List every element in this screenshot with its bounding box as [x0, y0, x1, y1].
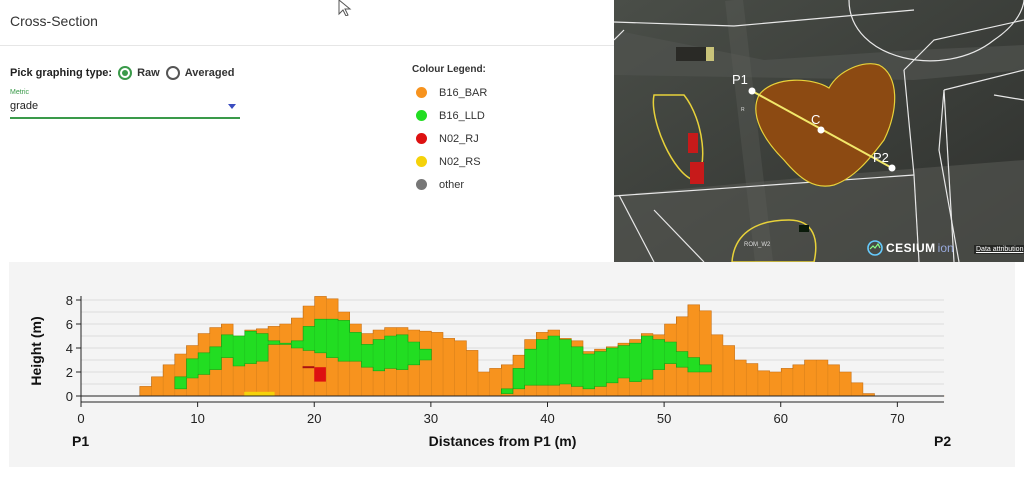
x-tick-label: 30: [424, 411, 438, 426]
map-vehicle: [676, 47, 712, 61]
radio-averaged[interactable]: Averaged: [165, 66, 235, 80]
legend-label: B16_LLD: [439, 109, 485, 122]
chart-end-label-p1: P1: [72, 433, 89, 449]
x-tick-label: 40: [540, 411, 554, 426]
legend-label: N02_RS: [439, 155, 481, 168]
y-tick-label: 2: [66, 365, 73, 380]
legend-item-b16-lld: B16_LLD: [412, 104, 487, 127]
map-road: [725, 0, 773, 262]
legend-item-n02-rs: N02_RS: [412, 150, 487, 173]
cesium-globe-icon: [867, 240, 883, 256]
legend-swatch-n02-rs: [416, 156, 427, 167]
colour-legend: Colour Legend: B16_BAR B16_LLD N02_RJ N0…: [412, 64, 487, 196]
series-b16-lld-area: [174, 318, 432, 390]
map-dark-block: [799, 225, 809, 232]
panel-divider: [0, 45, 614, 46]
cesium-ion-text: ion: [937, 241, 954, 255]
map-canvas[interactable]: P1 C P2 R ROM_W2: [614, 0, 1024, 262]
legend-item-other: other: [412, 173, 487, 196]
cross-section-chart: 0 2 4 6 8 0 10 20 30 40 50 60 70 Height (m) Distances …: [9, 262, 1015, 467]
chart-svg: 0 2 4 6 8 0 10 20 30 40 50 60 70 Height (m) Distances …: [28, 293, 951, 449]
dropdown-caret-icon[interactable]: [228, 104, 236, 109]
y-tick-label: 8: [66, 293, 73, 308]
radio-raw-label: Raw: [137, 67, 160, 79]
map-label-c: C: [811, 112, 820, 127]
map-label-r: R: [741, 107, 745, 113]
y-axis-label: Height (m): [28, 316, 44, 385]
point-p1-marker: [748, 87, 756, 95]
map-red-block: [688, 133, 698, 153]
map-label-p1: P1: [732, 72, 748, 87]
stockpile-area: [755, 63, 896, 187]
radio-averaged-label: Averaged: [184, 67, 235, 79]
panel-title: Cross-Section: [10, 13, 98, 29]
point-c-marker: [817, 126, 825, 134]
metric-select[interactable]: Metric grade: [10, 89, 240, 119]
map-label-rom: ROM_W2: [744, 242, 771, 248]
x-tick-label: 10: [190, 411, 204, 426]
legend-label: B16_BAR: [439, 86, 488, 99]
graph-type-selector: Pick graphing type: Raw Averaged: [10, 66, 234, 80]
radio-averaged-circle-icon[interactable]: [165, 66, 180, 80]
legend-swatch-other: [416, 179, 427, 190]
map-label-p2: P2: [873, 150, 889, 165]
legend-item-n02-rj: N02_RJ: [412, 127, 487, 150]
map-vehicle: [706, 47, 714, 61]
map-terrain: [614, 160, 1024, 262]
legend-swatch-n02-rj: [416, 133, 427, 144]
point-p2-marker: [888, 164, 896, 172]
metric-value: grade: [10, 100, 39, 112]
metric-label: Metric: [10, 89, 30, 96]
chart-end-label-p2: P2: [934, 433, 951, 449]
y-tick-label: 4: [66, 341, 73, 356]
graph-type-label: Pick graphing type:: [10, 67, 113, 79]
cesium-logo[interactable]: CESIUM ion: [867, 240, 954, 256]
legend-title: Colour Legend:: [412, 64, 486, 75]
radio-raw-circle-icon[interactable]: [118, 66, 133, 80]
pit-outline-south: [731, 219, 817, 262]
cesium-logo-text: CESIUM: [886, 241, 936, 255]
y-tick-label: 0: [66, 389, 73, 404]
x-tick-label: 50: [657, 411, 671, 426]
x-tick-label: 60: [773, 411, 787, 426]
legend-label: other: [439, 178, 465, 191]
legend-label: N02_RJ: [439, 132, 479, 145]
x-tick-label: 70: [890, 411, 904, 426]
map-red-block: [690, 162, 704, 184]
x-axis-label: Distances from P1 (m): [429, 433, 577, 449]
map-viewer[interactable]: P1 C P2 R ROM_W2: [614, 0, 1024, 262]
series-b16-lld-area: [501, 335, 712, 394]
y-tick-label: 6: [66, 317, 73, 332]
series-n02-rj-block: [314, 367, 326, 382]
control-panel: Cross-Section Pick graphing type: Raw Av…: [0, 0, 614, 262]
x-tick-label: 0: [77, 411, 84, 426]
x-tick-label: 20: [307, 411, 321, 426]
radio-raw[interactable]: Raw: [118, 66, 160, 80]
series-n02-rs-block: [244, 391, 275, 396]
legend-item-b16-bar: B16_BAR: [412, 81, 487, 104]
map-boundaries: [614, 0, 1024, 262]
data-attribution-link[interactable]: Data attribution: [974, 245, 1024, 254]
mouse-cursor-icon: [338, 0, 352, 16]
legend-swatch-b16-bar: [416, 87, 427, 98]
legend-swatch-b16-lld: [416, 110, 427, 121]
map-terrain: [614, 30, 1024, 80]
